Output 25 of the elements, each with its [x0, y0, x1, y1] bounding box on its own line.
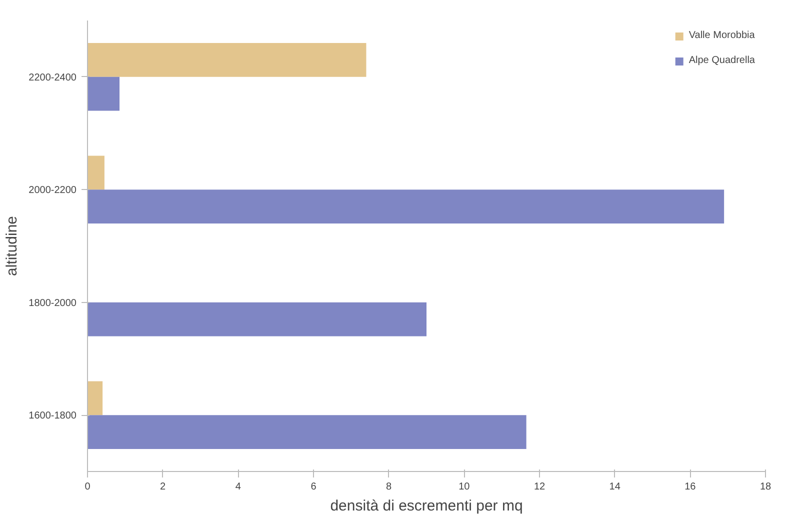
x-tick-label: 2	[160, 482, 166, 492]
y-tick-label: 2200-2400	[28, 72, 77, 84]
x-axis-title: densità di escrementi per mq	[330, 498, 523, 514]
bar	[88, 156, 104, 190]
bar	[88, 76, 120, 111]
x-tick-label: 6	[310, 482, 317, 492]
bar	[88, 190, 724, 224]
bar	[88, 43, 366, 77]
x-tick-label: 10	[458, 482, 470, 492]
x-tick-label: 8	[386, 482, 392, 492]
x-tick-label: 0	[84, 482, 91, 492]
bar	[88, 415, 526, 449]
legend-label: Alpe Quadrella	[688, 55, 755, 66]
x-tick-label: 18	[760, 482, 772, 492]
legend-label: Valle Morobbia	[688, 30, 755, 41]
x-tick-label: 16	[684, 482, 696, 492]
y-tick-label: 2000-2200	[28, 185, 77, 196]
y-tick-label: 1800-2000	[28, 298, 77, 309]
x-tick-label: 12	[534, 482, 546, 492]
bar	[88, 381, 103, 416]
y-tick-label: 1600-1800	[28, 410, 77, 422]
y-axis-title: altitudine	[4, 216, 21, 276]
bar	[88, 302, 426, 336]
x-tick-label: 14	[609, 482, 621, 492]
x-tick-label: 4	[235, 482, 242, 492]
